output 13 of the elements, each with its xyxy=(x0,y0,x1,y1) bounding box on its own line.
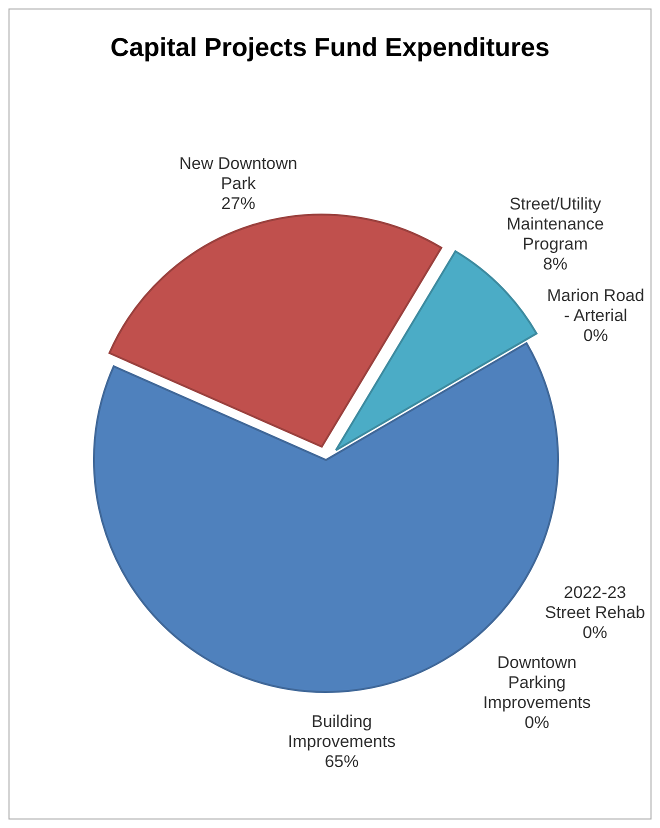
text: 0% xyxy=(582,622,608,642)
chart-title: Capital Projects Fund Expenditures xyxy=(110,32,550,62)
text: 0% xyxy=(524,713,550,732)
slice-label: Building Improvements xyxy=(288,712,396,752)
data-label: 65% xyxy=(324,752,359,772)
data-label: 27% xyxy=(221,194,256,214)
category-label: Downtown Parking Improvements xyxy=(483,653,591,712)
text: 0% xyxy=(583,326,608,345)
slice-label: Street/Utility Maintenance Program xyxy=(506,194,604,254)
data-label: 8% xyxy=(542,254,568,274)
category-label: Marion Road - Arterial xyxy=(547,286,644,325)
category-label: 2022-23 Street Rehab xyxy=(544,582,646,622)
slice-label: New Downtown Park xyxy=(179,154,298,194)
